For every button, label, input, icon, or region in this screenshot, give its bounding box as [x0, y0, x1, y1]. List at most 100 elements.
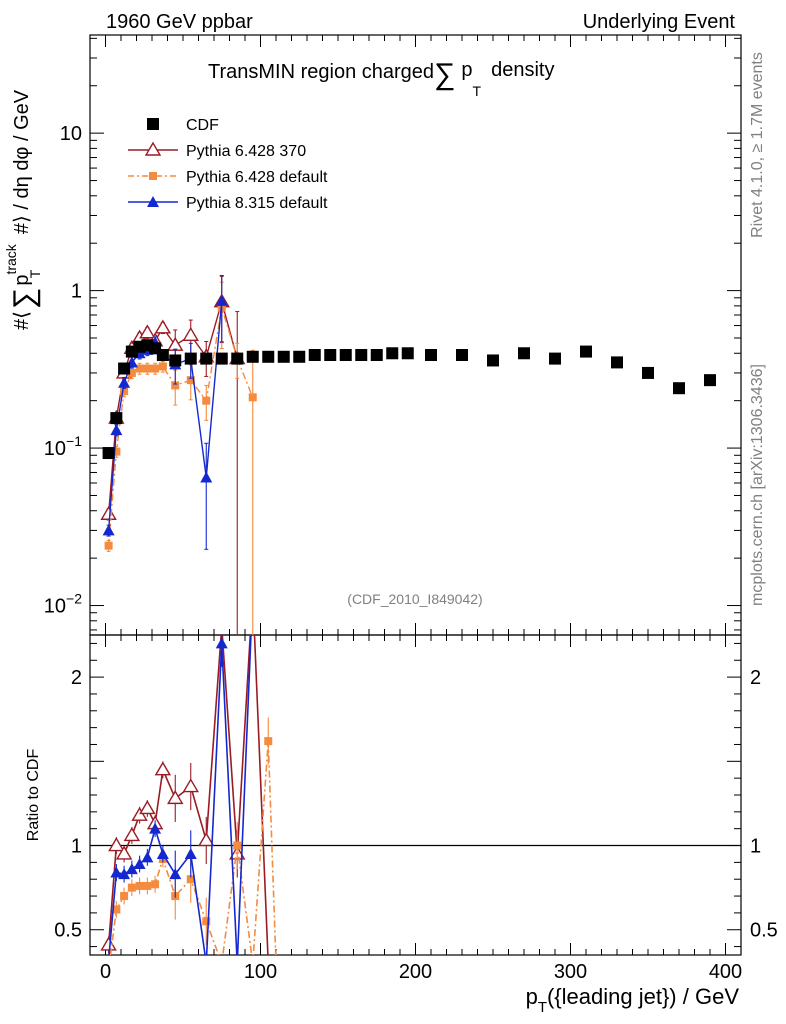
- data-point: [112, 447, 121, 456]
- ratio-data-point: [139, 800, 156, 815]
- data-point: [611, 356, 623, 369]
- x-axis-label: pT({leading jet}) / GeV: [526, 984, 740, 1016]
- legend-marker: [144, 141, 162, 156]
- legend-label: CDF: [186, 117, 219, 134]
- x-tick-label: 100: [244, 961, 277, 983]
- data-point: [104, 541, 113, 550]
- legend-marker: [147, 196, 159, 207]
- data-point: [169, 354, 182, 367]
- data-point: [186, 376, 195, 385]
- data-point: [355, 349, 368, 362]
- data-point: [262, 350, 275, 363]
- legend-label: Pythia 6.428 default: [186, 169, 328, 186]
- x-label-p: p: [526, 984, 538, 1009]
- ratio-series-layer: [100, 635, 277, 955]
- ratio-axis-ticks: 0.5 0.5 1 1 2 2 0 100 200 300 400: [54, 642, 778, 983]
- y-label-text: #⟨∑ptrack T #⟩ / dη dφ / GeV: [3, 89, 43, 330]
- data-point: [215, 352, 228, 365]
- ratio-data-point: [135, 881, 144, 890]
- ratio-y-tick-label-right: 2: [750, 667, 761, 689]
- data-point: [151, 364, 160, 373]
- x-label-subscript: T: [538, 999, 547, 1016]
- x-tick-label: 300: [554, 961, 587, 983]
- ratio-data-point: [167, 789, 184, 805]
- main-axis-ticks: 10−2 10−1 1 10: [44, 35, 742, 955]
- header-right: Underlying Event: [583, 11, 736, 33]
- data-point: [100, 505, 117, 520]
- legend-entry: Pythia 6.428 default: [128, 169, 328, 186]
- ratio-data-point: [127, 883, 136, 892]
- x-tick-label: 400: [709, 961, 742, 983]
- ratio-line: [109, 741, 277, 955]
- data-point: [293, 350, 306, 363]
- data-point: [673, 382, 685, 395]
- data-point: [642, 366, 654, 379]
- data-point: [246, 350, 259, 363]
- y-label-rest: #⟩ / dη dφ / GeV: [11, 89, 33, 239]
- data-point: [370, 349, 383, 362]
- mcplots-label: mcplots.cern.ch [arXiv:1306.3436]: [749, 364, 766, 606]
- ratio-series-pythia-6-428-default: [109, 717, 277, 955]
- series-line: [107, 300, 223, 531]
- ratio-data-point: [198, 832, 215, 847]
- legend-label: Pythia 8.315 default: [186, 195, 328, 212]
- header-left: 1960 GeV ppbar: [106, 11, 253, 33]
- data-point: [118, 376, 131, 388]
- data-point: [182, 326, 199, 342]
- ratio-data-point: [115, 845, 133, 860]
- data-point: [339, 349, 352, 362]
- y-label-subscript: T: [27, 269, 43, 278]
- ratio-data-point: [186, 875, 195, 884]
- main-y-axis-label: #⟨∑ptrack T #⟩ / dη dφ / GeV: [3, 89, 43, 330]
- ratio-data-point: [108, 837, 125, 852]
- ratio-data-point: [123, 827, 141, 842]
- main-series-layer: [100, 275, 716, 635]
- y-tick-exponent: −2: [66, 591, 82, 607]
- y-label-p: p: [11, 275, 33, 286]
- ratio-series-pythia-8-315-default: [108, 635, 252, 955]
- data-point: [215, 294, 228, 306]
- y-tick-label: 10: [60, 123, 82, 145]
- ratio-data-point: [110, 866, 123, 878]
- title-density: density: [491, 59, 554, 81]
- data-point: [110, 412, 123, 425]
- data-point: [202, 396, 211, 405]
- ratio-line: [108, 635, 252, 955]
- ratio-data-point: [233, 841, 242, 850]
- data-point: [127, 368, 136, 377]
- data-point: [102, 524, 115, 536]
- ratio-y-tick-label: 0.5: [54, 920, 82, 942]
- ratio-data-point: [100, 936, 117, 951]
- data-point: [200, 471, 213, 483]
- data-point: [118, 362, 131, 375]
- data-point: [518, 347, 530, 360]
- title-p: p: [461, 59, 472, 81]
- data-point: [549, 352, 561, 365]
- ratio-data-point: [141, 851, 154, 863]
- data-point: [120, 387, 129, 396]
- ratio-data-point: [112, 905, 121, 914]
- ratio-plot-frame: [89, 634, 742, 956]
- data-point: [308, 349, 321, 362]
- data-point: [704, 374, 716, 387]
- ratio-y-tick-label-right: 1: [750, 836, 761, 858]
- legend-marker: [149, 172, 157, 180]
- ratio-data-point: [202, 917, 211, 926]
- data-point: [386, 347, 399, 360]
- legend-entry: CDF: [147, 117, 219, 134]
- data-point: [184, 352, 197, 365]
- data-point: [102, 447, 115, 460]
- legend-marker: [147, 118, 159, 130]
- data-point: [200, 352, 213, 365]
- ratio-data-point: [118, 868, 131, 880]
- ratio-data-point: [182, 778, 199, 793]
- y-tick-label: 1: [71, 281, 82, 303]
- y-tick-exponent: −1: [66, 433, 82, 449]
- ratio-series-pythia-6-428-370: [100, 635, 269, 955]
- ratio-data-point: [149, 822, 162, 834]
- data-point: [248, 393, 257, 402]
- data-point: [231, 352, 244, 365]
- title-sigma: ∑: [434, 58, 455, 91]
- series-cdf: [102, 339, 716, 460]
- data-point: [156, 349, 169, 362]
